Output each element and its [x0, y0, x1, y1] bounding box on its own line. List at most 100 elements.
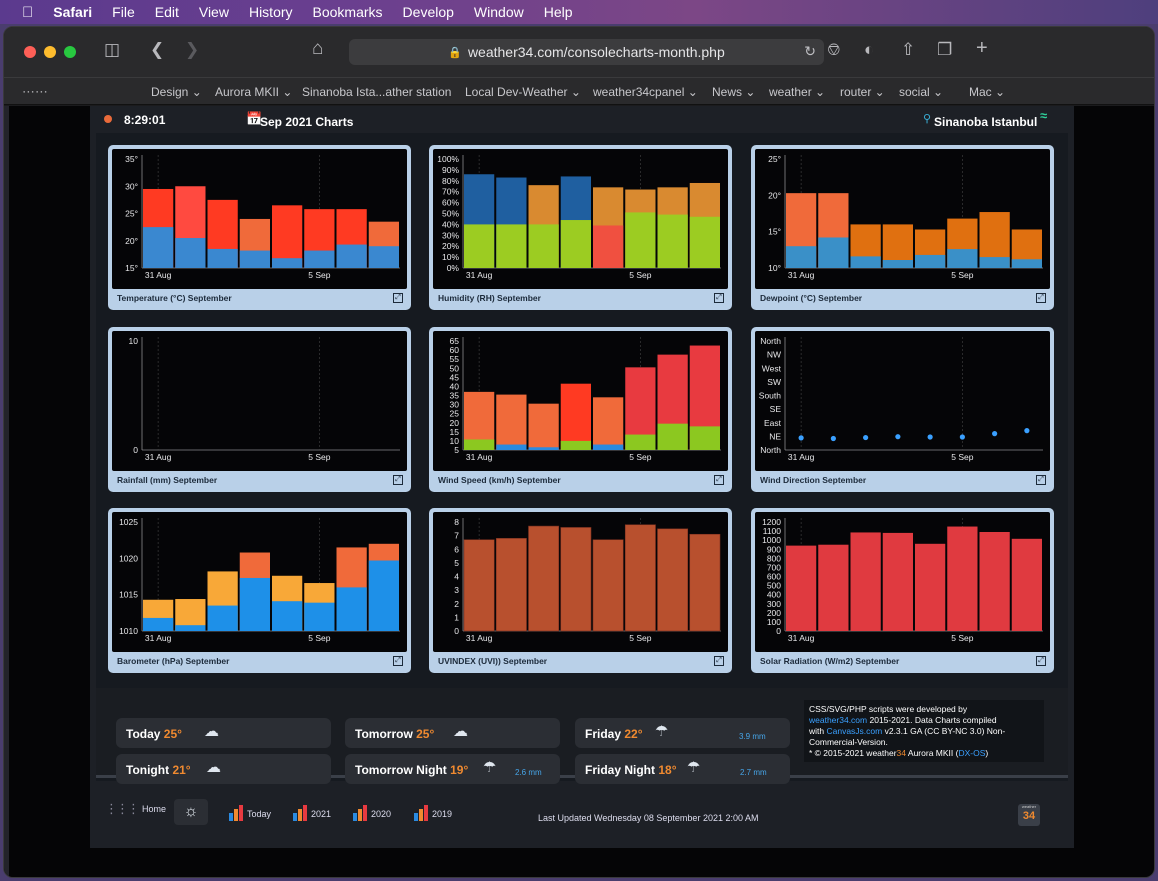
- fav-local-dev[interactable]: Local Dev-Weather ⌄: [465, 85, 581, 99]
- forward-icon[interactable]: ❯: [185, 40, 200, 59]
- expand-icon[interactable]: ⤢: [1036, 475, 1046, 485]
- forecast-tomorrow[interactable]: Tomorrow 25° ☁: [345, 718, 560, 748]
- expand-icon[interactable]: ⤢: [714, 656, 724, 666]
- forecast-tomorrow-night[interactable]: Tomorrow Night 19° ☂ 2.6 mm: [345, 754, 560, 784]
- menu-safari[interactable]: Safari: [42, 4, 92, 20]
- share-icon[interactable]: ⇧: [901, 40, 916, 59]
- home-label: Home: [142, 804, 167, 814]
- forecast-friday[interactable]: Friday 22° ☂ 3.9 mm: [575, 718, 790, 748]
- fav-news[interactable]: News ⌄: [712, 85, 756, 99]
- menu-edit[interactable]: Edit: [143, 4, 179, 20]
- expand-icon[interactable]: ⤢: [393, 475, 403, 485]
- chart-card-humidity[interactable]: 0% 10% 20% 30% 40% 50% 60% 70% 80% 90% 100% 31 Aug 5…: [429, 145, 732, 310]
- chart-card-uvindex[interactable]: 0 1 2 3 4 5 6 7 8 31 Aug 5 Sep UVINDEX (UVI)) Septe…: [429, 508, 732, 673]
- year-2019-link[interactable]: 2019: [414, 805, 452, 823]
- expand-icon[interactable]: ⤢: [714, 293, 724, 303]
- expand-icon[interactable]: ⤢: [1036, 656, 1046, 666]
- chart-plot-area: 0% 10% 20% 30% 40% 50% 60% 70% 80% 90% 100% 31 Aug 5…: [433, 149, 728, 289]
- credits-site-link[interactable]: weather34.com: [809, 715, 868, 725]
- chart-caption: Solar Radiation (W/m2) September: [760, 656, 900, 666]
- menu-view[interactable]: View: [187, 4, 229, 20]
- y-tick-label: 40%: [442, 219, 459, 229]
- chart-caption: Dewpoint (°C) September: [760, 293, 863, 303]
- minimize-window-button[interactable]: [44, 46, 56, 58]
- forecast-day: Tonight: [126, 763, 170, 777]
- zoom-window-button[interactable]: [64, 46, 76, 58]
- chart-card-temperature[interactable]: 15° 20° 25° 30° 35° 31 Aug 5 Sep Temperature (°…: [108, 145, 411, 310]
- favorites-grid-icon[interactable]: ⋯⋯: [22, 84, 48, 99]
- chart-card-windspeed[interactable]: 5 10 15 20 25 30 35 40 45 50 55 60 65 31 Aug 5 Sep Wind…: [429, 327, 732, 492]
- y-tick-label: 5: [454, 445, 459, 455]
- fav-router[interactable]: router ⌄: [840, 85, 885, 99]
- credits-dxos-link[interactable]: DX-OS: [958, 748, 986, 758]
- fav-cpanel[interactable]: weather34cpanel ⌄: [593, 85, 698, 99]
- download-icon[interactable]: ⎊: [827, 40, 841, 59]
- reload-icon[interactable]: ↻: [804, 43, 816, 59]
- apple-icon[interactable]: : [22, 4, 33, 21]
- menu-file[interactable]: File: [100, 4, 135, 20]
- chart-card-dewpoint[interactable]: 10° 15° 20° 25° 31 Aug 5 Sep Dewpoint (°C) Sep…: [751, 145, 1054, 310]
- fav-design[interactable]: Design ⌄: [151, 85, 202, 99]
- sidebar-icon[interactable]: ◫: [104, 40, 121, 59]
- y-tick-label: 100: [767, 617, 781, 627]
- year-2021-link[interactable]: 2021: [293, 805, 331, 823]
- wind-direction-point: [992, 431, 998, 437]
- chart-plot-area: 15° 20° 25° 30° 35° 31 Aug 5 Sep: [112, 149, 407, 289]
- menu-help[interactable]: Help: [532, 4, 573, 20]
- bar-high-3: [560, 383, 591, 450]
- lock-icon: 🔒: [448, 46, 462, 59]
- chart-svg: 0%10%20%30%40%50%60%70%80%90%100% 31 Aug 5…: [437, 154, 721, 280]
- y-tick-label: 60: [450, 345, 460, 355]
- rain-amount: 2.7 mm: [740, 768, 767, 777]
- bar-low-2: [528, 447, 559, 450]
- credits-canvasjs-link[interactable]: CanvasJs.com: [826, 726, 883, 736]
- new-tab-icon[interactable]: +: [976, 37, 988, 59]
- chart-card-barometer[interactable]: 1010 1015 1020 1025 31 Aug 5 Sep Barometer (hP…: [108, 508, 411, 673]
- fav-weather[interactable]: weather ⌄: [769, 85, 826, 99]
- last-updated: Last Updated Wednesday 08 September 2021…: [538, 813, 759, 823]
- x-tick-label: 5 Sep: [951, 633, 973, 643]
- menu-develop[interactable]: Develop: [391, 4, 454, 20]
- fav-aurora[interactable]: Aurora MKII ⌄: [215, 85, 293, 99]
- fav-sinanoba[interactable]: Sinanoba Ista...ather station: [302, 85, 452, 99]
- forecast-friday-night[interactable]: Friday Night 18° ☂ 2.7 mm: [575, 754, 790, 784]
- menu-bookmarks[interactable]: Bookmarks: [301, 4, 383, 20]
- tabs-overview-icon[interactable]: ❐: [937, 40, 953, 59]
- rain-cloud-icon: ☂: [655, 723, 669, 740]
- privacy-shield-icon[interactable]: ◐: [864, 40, 875, 59]
- year-2020-label: 2020: [371, 809, 392, 819]
- forecast-tonight[interactable]: Tonight 21° ☁: [116, 754, 331, 784]
- y-tick-label: 10°: [768, 263, 781, 273]
- chart-card-winddirection[interactable]: North NE East SE South SW West NW North 31 Aug 5 S…: [751, 327, 1054, 492]
- forecast-today[interactable]: Today 25° ☁: [116, 718, 331, 748]
- home-link[interactable]: ⋮⋮⋮ Home: [105, 801, 166, 817]
- sun-icon[interactable]: ☼: [174, 799, 208, 825]
- night-rain-icon: ☂: [687, 759, 701, 776]
- menu-window[interactable]: Window: [462, 4, 524, 20]
- fav-social[interactable]: social ⌄: [899, 85, 944, 99]
- menu-history[interactable]: History: [237, 4, 293, 20]
- close-window-button[interactable]: [24, 46, 36, 58]
- bar-low-3: [239, 577, 270, 631]
- chart-card-rainfall[interactable]: 0 10 31 Aug 5 Sep Rainfall (mm) September ⤢: [108, 327, 411, 492]
- y-tick-label: 1: [454, 612, 459, 622]
- y-tick-label: 25°: [768, 154, 781, 164]
- expand-icon[interactable]: ⤢: [1036, 293, 1046, 303]
- bar-chart-icon: [353, 805, 368, 823]
- x-tick-label: 5 Sep: [308, 452, 330, 462]
- expand-icon[interactable]: ⤢: [714, 475, 724, 485]
- year-2019-label: 2019: [432, 809, 453, 819]
- expand-icon[interactable]: ⤢: [393, 656, 403, 666]
- fav-mac[interactable]: Mac ⌄: [969, 85, 1006, 99]
- home-icon[interactable]: ⌂: [312, 38, 324, 59]
- expand-icon[interactable]: ⤢: [393, 293, 403, 303]
- bar-low-0: [786, 246, 817, 268]
- x-tick-label: 5 Sep: [308, 633, 330, 643]
- address-bar[interactable]: 🔒 weather34.com/consolecharts-month.php …: [349, 39, 824, 65]
- chart-card-solar[interactable]: 0 100 200 300 400 500 600 700 800 900 1000 1100 1200…: [751, 508, 1054, 673]
- year-2020-link[interactable]: 2020: [353, 805, 391, 823]
- y-tick-label: 15°: [125, 263, 138, 273]
- today-chart-link[interactable]: Today: [229, 805, 271, 823]
- back-icon[interactable]: ❮: [150, 40, 165, 59]
- x-tick-label: 31 Aug: [145, 452, 172, 462]
